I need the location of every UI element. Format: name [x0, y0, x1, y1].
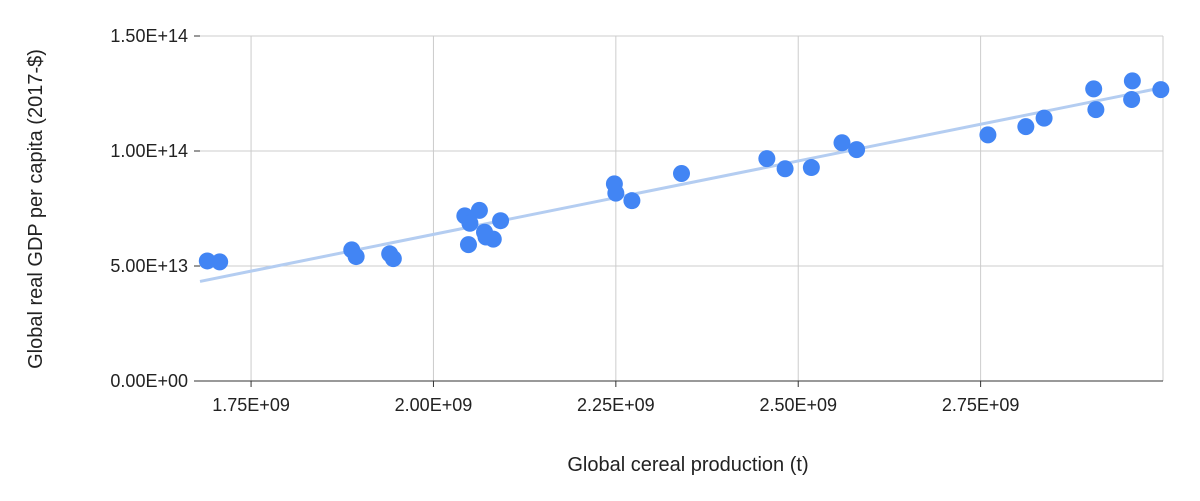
data-point	[979, 126, 997, 144]
data-point	[802, 159, 820, 177]
x-tick-label: 1.75E+09	[212, 395, 290, 415]
data-point	[833, 134, 851, 152]
data-point	[607, 184, 625, 202]
gridlines	[200, 35, 1164, 381]
data-point	[492, 212, 510, 230]
x-tick-label: 2.75E+09	[942, 395, 1020, 415]
y-axis-ticks: 0.00E+00 5.00E+13 1.00E+14 1.50E+14	[110, 26, 200, 391]
x-axis-ticks: 1.75E+09 2.00E+09 2.25E+09 2.50E+09 2.75E+09	[212, 381, 1019, 415]
data-point	[1123, 90, 1141, 108]
data-point	[1017, 118, 1035, 136]
data-point	[198, 252, 216, 270]
x-tick-label: 2.50E+09	[759, 395, 837, 415]
data-point	[1152, 81, 1170, 99]
data-point	[1085, 80, 1103, 98]
data-point	[484, 230, 502, 248]
data-point	[211, 253, 229, 271]
trendline	[199, 86, 1164, 283]
data-point	[758, 150, 776, 168]
data-point	[461, 214, 479, 232]
data-point	[1035, 109, 1053, 127]
x-axis-title: Global cereal production (t)	[567, 454, 808, 476]
data-point	[1123, 72, 1141, 90]
x-tick-label: 2.25E+09	[577, 395, 655, 415]
data-point	[1087, 101, 1105, 119]
data-point	[459, 236, 477, 254]
y-tick-label: 0.00E+00	[110, 371, 188, 391]
data-point	[673, 165, 690, 183]
data-point	[470, 201, 488, 219]
data-point	[776, 160, 794, 178]
x-tick-label: 2.00E+09	[395, 395, 473, 415]
y-tick-label: 1.50E+14	[110, 26, 188, 46]
data-point	[384, 250, 402, 268]
y-tick-label: 5.00E+13	[110, 256, 188, 276]
data-point	[848, 141, 866, 159]
data-points	[198, 72, 1170, 271]
y-axis-title: Global real GDP per capita (2017-$)	[25, 49, 47, 369]
data-point	[347, 248, 365, 266]
data-point	[623, 192, 641, 210]
y-tick-label: 1.00E+14	[110, 141, 188, 161]
